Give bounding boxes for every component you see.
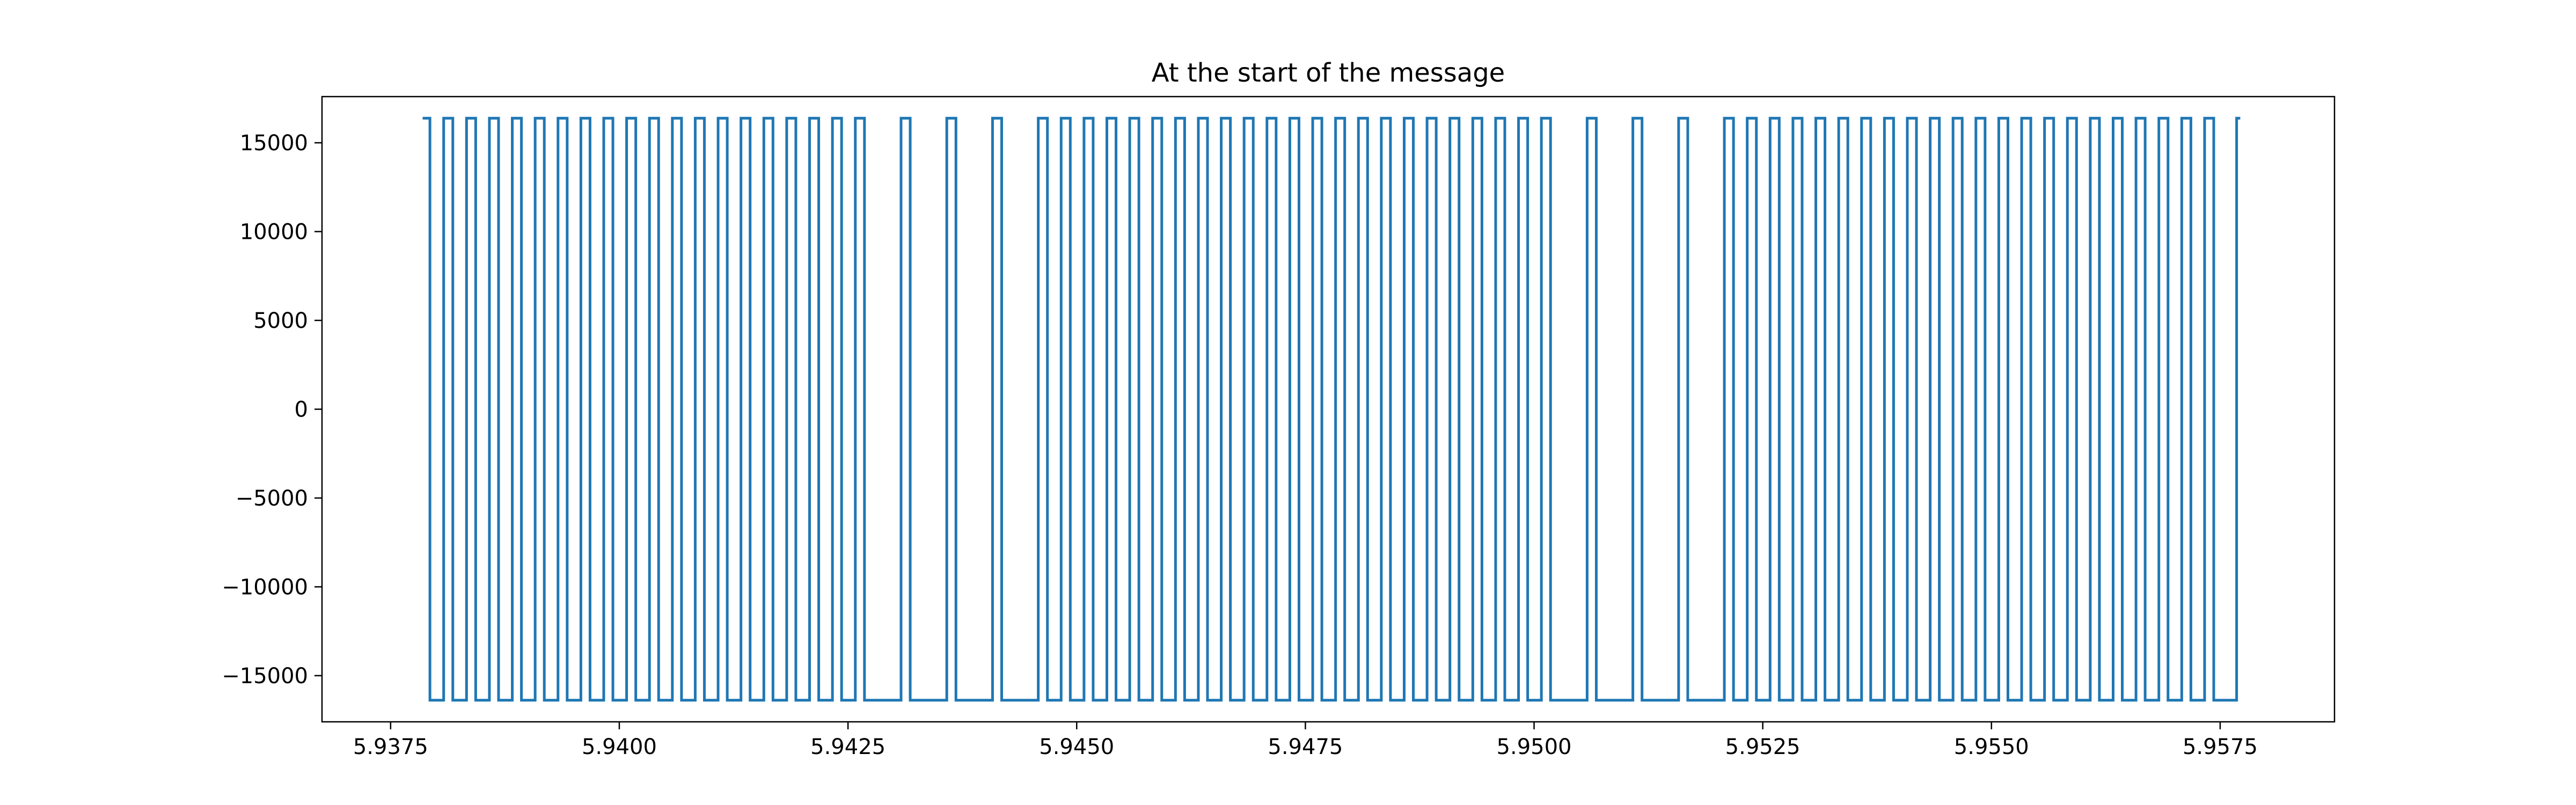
y-tick-label: −5000 xyxy=(236,486,308,511)
y-tick-label: 10000 xyxy=(240,220,308,245)
x-tick-label: 5.9525 xyxy=(1725,735,1801,759)
x-tick-label: 5.9400 xyxy=(582,735,657,759)
y-tick-label: 0 xyxy=(295,398,308,422)
x-tick-label: 5.9375 xyxy=(353,735,428,759)
chart-title: At the start of the message xyxy=(1152,58,1505,88)
series-line xyxy=(422,116,2241,702)
x-tick-label: 5.9425 xyxy=(810,735,885,759)
x-axis: 5.9375 5.9400 5.9425 5.9450 5.9475 5.9500 5.95… xyxy=(353,722,2258,759)
y-tick-label: 5000 xyxy=(253,309,308,333)
plot-frame xyxy=(321,96,2336,723)
x-tick-label: 5.9550 xyxy=(1954,735,2029,759)
x-tick-label: 5.9450 xyxy=(1039,735,1114,759)
x-tick-label: 5.9575 xyxy=(2183,735,2258,759)
x-tick-label: 5.9475 xyxy=(1268,735,1343,759)
y-tick-label: −10000 xyxy=(222,575,308,599)
y-tick-label: −15000 xyxy=(222,664,308,689)
x-tick-label: 5.9500 xyxy=(1497,735,1572,759)
y-tick-label: 15000 xyxy=(240,131,308,156)
y-axis: −15000 −10000 −5000 0 5000 10000 15000 xyxy=(222,131,322,689)
